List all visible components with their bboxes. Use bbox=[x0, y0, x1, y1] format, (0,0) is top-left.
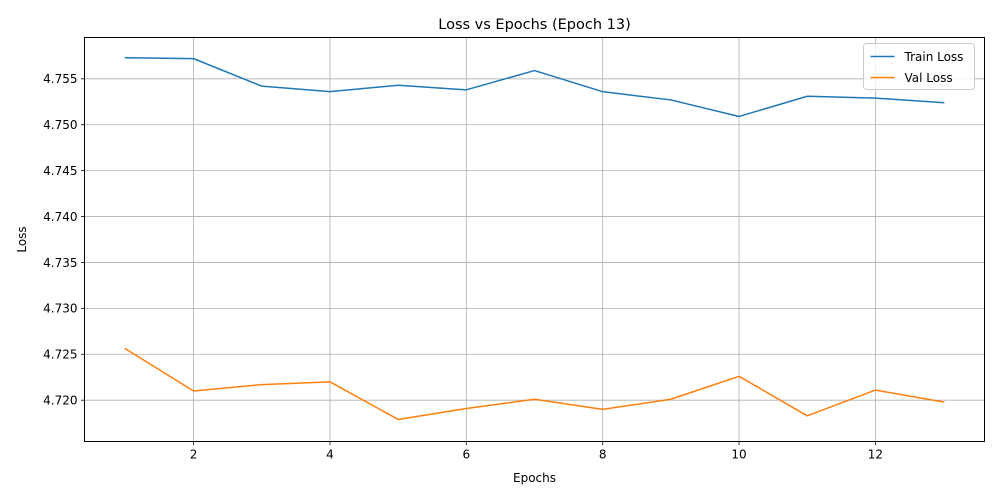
train-loss-line bbox=[124, 56, 945, 118]
plot-frame bbox=[84, 37, 985, 442]
x-axis-label: Epochs bbox=[513, 471, 556, 485]
val-loss-line bbox=[124, 347, 945, 421]
x-tick-label: 6 bbox=[462, 448, 470, 462]
y-tick-label: 4.750 bbox=[43, 118, 77, 132]
y-tick-label: 4.730 bbox=[43, 302, 77, 316]
y-tick-label: 4.755 bbox=[43, 72, 77, 86]
x-axis: 2 4 6 8 10 12 bbox=[190, 441, 883, 462]
y-tick-label: 4.725 bbox=[43, 348, 77, 362]
x-tick-label: 8 bbox=[599, 448, 607, 462]
x-tick-label: 4 bbox=[326, 448, 334, 462]
y-tick-label: 4.745 bbox=[43, 164, 77, 178]
y-tick-label: 4.740 bbox=[43, 210, 77, 224]
y-axis: 4.720 4.725 4.730 4.735 4.740 4.745 4.750 4.755 bbox=[43, 72, 85, 407]
y-tick-label: 4.720 bbox=[43, 393, 77, 407]
y-tick-label: 4.735 bbox=[43, 256, 77, 270]
y-axis-label: Loss bbox=[15, 226, 29, 252]
legend-label-val-loss: Val Loss bbox=[905, 71, 953, 85]
legend: Train Loss Val Loss bbox=[863, 43, 975, 90]
series-layer bbox=[124, 56, 945, 421]
x-tick-label: 12 bbox=[868, 448, 883, 462]
x-tick-label: 2 bbox=[190, 448, 198, 462]
grid bbox=[84, 37, 985, 442]
legend-label-train-loss: Train Loss bbox=[904, 50, 964, 64]
x-tick-label: 10 bbox=[731, 448, 746, 462]
chart-title: Loss vs Epochs (Epoch 13) bbox=[438, 17, 631, 33]
